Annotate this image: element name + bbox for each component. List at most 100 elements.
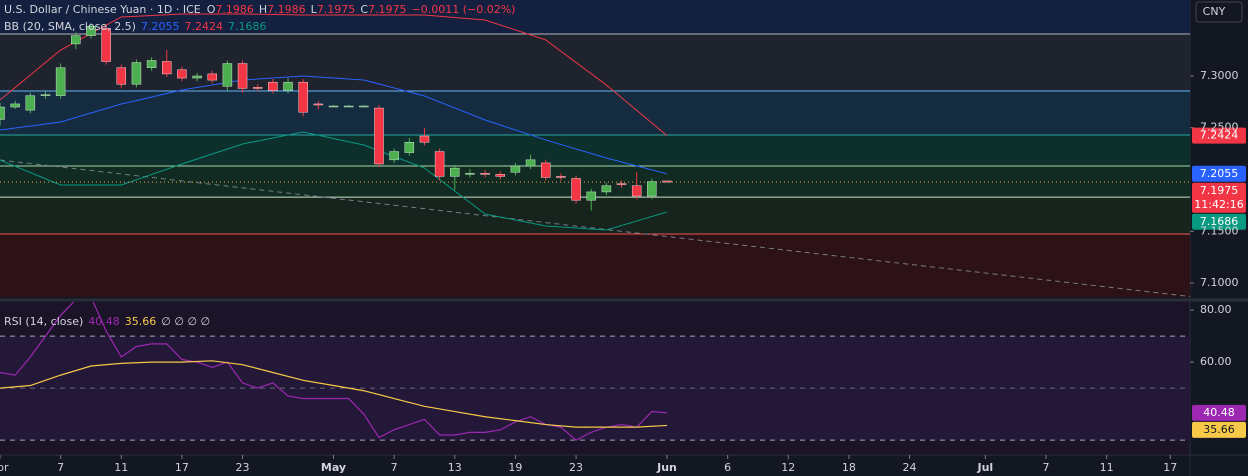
rsi-badge [1192,421,1246,438]
candle-body [540,162,551,178]
price-badge-label: 7.2055 [1200,167,1239,180]
bollinger-line [0,131,668,231]
x-tick-label: 23 [236,461,250,474]
candle-body [162,61,172,75]
rsi-badge-label: 40.48 [1203,406,1235,419]
candle-body [450,167,460,177]
trendline [0,159,1190,297]
currency-box [1195,1,1243,23]
countdown: 11:42:16 [1194,198,1243,211]
candle-body [434,151,445,177]
indicator-name: BB (20, SMA, close, 2.5) [4,20,136,33]
candle-body [0,106,5,120]
candle-body [601,185,612,193]
candle-body [40,94,51,96]
candle-body [55,67,66,96]
candle-body [298,81,308,113]
y-tick-label: 7.2500 [1200,121,1239,134]
y-tick-label: 60.00 [1200,355,1232,368]
bollinger-line [0,13,668,136]
price-badge-label: 7.1975 [1200,184,1239,197]
x-tick-label: May [321,461,346,474]
candle-body [662,180,672,183]
candle-body [25,95,36,111]
x-tick-label: 12 [781,461,795,474]
price-pane [0,0,1190,297]
candle-body [86,26,96,36]
rsi-line [0,360,668,428]
candle-body [374,107,384,165]
candle-body [556,176,566,178]
ohlc-letter: O [207,3,216,16]
candle-body [131,62,142,85]
y-tick-label: 80.00 [1200,303,1232,316]
candle-body [222,63,233,87]
price-badge-label: 7.2424 [1200,129,1239,142]
indicator-value: 7.2055 [141,20,180,33]
ohlc-value: 7.1975 [317,3,356,16]
indicator-value: 7.1686 [228,20,267,33]
ohlc-value: 7.1986 [215,3,254,16]
price-badge [1192,127,1246,144]
ohlc-letter: H [259,3,267,16]
x-tick-label: 23 [569,461,583,474]
x-tick-label: 6 [724,461,731,474]
rsi-badge-label: 35.66 [1203,423,1235,436]
price-badge-label: 7.1686 [1200,215,1239,228]
zone [0,90,1190,135]
candle-body [465,173,475,175]
candle-body [495,174,506,177]
candle-body [389,151,399,161]
rsi-value: 40.48 [88,315,120,328]
x-tick-label: 17 [175,461,189,474]
y-tick-label: 7.3000 [1200,69,1239,82]
candle-body [101,28,111,62]
bollinger-line [0,75,668,175]
x-tick-label: 11 [114,461,128,474]
x-tick-label: 13 [448,461,462,474]
candle-body [404,141,415,153]
x-tick-label: 11 [1100,461,1114,474]
candle-body [343,105,354,108]
candle-body [419,135,430,143]
candle-body [328,105,339,108]
candle-body [252,87,263,89]
rsi-legend: RSI (14, close) 40.48 35.66 ∅ ∅ ∅ ∅ [4,315,210,328]
rsi-badge [1192,404,1246,421]
x-tick-label: pr [0,461,9,474]
x-tick-label: Jun [656,461,677,474]
candle-body [480,173,490,175]
candle-body [283,81,293,91]
y-tick-label: 7.1500 [1200,224,1239,237]
candle-body [146,60,157,68]
candle-body [192,75,202,79]
symbol-title: U.S. Dollar / Chinese Yuan · 1D · ICE [4,3,201,16]
candle-body [116,67,127,85]
header: U.S. Dollar / Chinese Yuan · 1D · ICE O7.… [4,3,515,16]
ohlc-value: 7.1986 [267,3,306,16]
candle-body [237,63,248,89]
change: −0.0011 (−0.02%) [412,3,516,16]
rsi-line [0,302,668,441]
currency-label: CNY [1203,5,1226,18]
candle-body [71,35,81,45]
x-tick-label: 18 [842,461,856,474]
x-tick-label: 17 [1163,461,1177,474]
indicator-value: 7.2424 [184,20,223,33]
rsi-pane [0,302,1190,441]
candle-body [571,178,581,201]
ohlc-letter: C [360,3,368,16]
ohlc-letter: L [311,3,318,16]
candle-body [586,191,596,201]
x-tick-label: 7 [391,461,398,474]
rsi-name: RSI (14, close) [4,315,83,328]
price-badge [1192,213,1246,230]
price-badge [1192,182,1246,213]
candle-body [177,69,187,79]
ohlc-value: 7.1975 [368,3,407,16]
zone [0,33,1190,91]
zone [0,134,1190,167]
